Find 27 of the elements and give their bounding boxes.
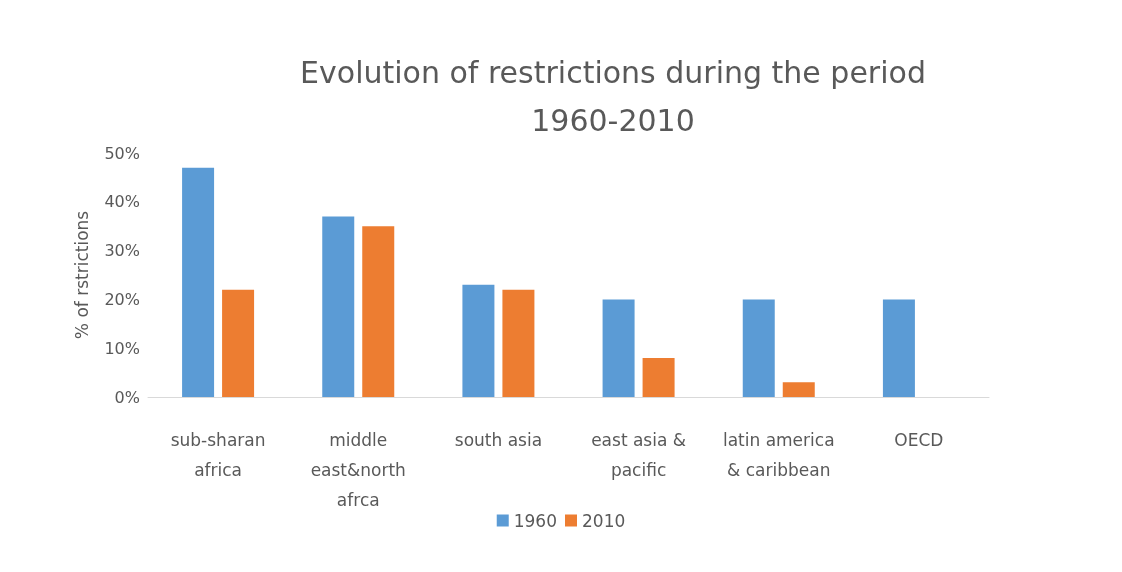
x-tick-label: sub-sharan africa: [170, 430, 266, 480]
x-tick-label: middle east&north afrca: [310, 430, 406, 510]
x-tick-label: east asia & pacific: [591, 430, 687, 480]
y-tick-label: 10%: [104, 338, 140, 358]
bar: [362, 226, 395, 397]
bar: [642, 357, 675, 397]
x-tick-label: OECD: [894, 430, 944, 450]
legend-label: 1960: [513, 510, 557, 531]
y-tick-label: 50%: [104, 143, 140, 163]
y-tick-label: 0%: [114, 387, 140, 407]
y-tick-label: 40%: [104, 192, 140, 212]
bar: [782, 382, 815, 397]
bar: [462, 284, 495, 397]
y-tick-label: 20%: [104, 289, 140, 309]
bar: [882, 299, 915, 397]
x-tick-label: latin america & caribbean: [722, 430, 835, 480]
chart-title: Evolution of restrictions during the period 1960-2010: [300, 54, 926, 138]
bar: [222, 289, 255, 397]
y-axis-title: % of rstrictions: [71, 210, 92, 340]
legend-label: 2010: [582, 510, 626, 531]
bar: [322, 216, 355, 397]
bar: [742, 299, 775, 397]
x-tick-label: south asia: [454, 430, 543, 450]
bar: [182, 167, 215, 397]
bar: [502, 289, 535, 397]
y-tick-label: 30%: [104, 241, 140, 261]
bar: [602, 299, 635, 397]
